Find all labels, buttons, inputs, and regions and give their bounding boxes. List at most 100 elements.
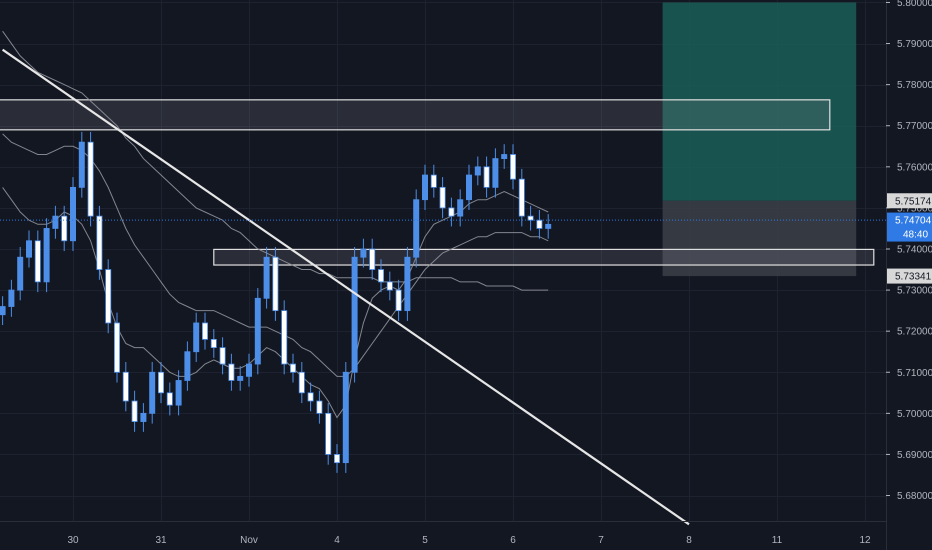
candle-body: [52, 215, 59, 229]
candle: [263, 246, 270, 309]
candle: [509, 144, 516, 190]
candle-body: [439, 186, 446, 209]
time-axis[interactable]: 30 31 Nov 4 5 6 7 8 11 12: [67, 535, 871, 546]
candle-body: [175, 380, 182, 406]
candle-body: [254, 297, 261, 365]
candle: [289, 353, 296, 383]
candle-body: [272, 256, 279, 312]
last-price-badge: 5.74704 48:40: [887, 212, 932, 242]
zones[interactable]: [0, 99, 875, 266]
candle: [34, 230, 41, 293]
candle: [377, 259, 384, 293]
candle: [430, 164, 437, 198]
candle-body: [351, 256, 358, 373]
candle: [114, 312, 121, 383]
candle: [395, 279, 402, 321]
candle-body: [369, 248, 376, 270]
countdown-text: 48:40: [903, 230, 928, 241]
entry-price-tag: 5.75174: [887, 193, 932, 209]
time-tick-label: 8: [686, 535, 692, 546]
candle: [87, 131, 94, 227]
long-position-tool[interactable]: [662, 2, 857, 277]
candle: [316, 390, 323, 424]
candle: [545, 214, 552, 239]
candle: [122, 361, 129, 412]
candle-body: [457, 199, 464, 217]
candle: [325, 403, 332, 465]
position-profit-zone[interactable]: [662, 2, 857, 201]
candle: [492, 148, 499, 198]
trendline[interactable]: [1, 48, 690, 526]
candle: [8, 279, 15, 317]
candle: [0, 296, 6, 326]
candle: [140, 403, 147, 432]
resistance-zone[interactable]: [0, 99, 831, 131]
price-tick-label: 5.72000: [897, 327, 932, 338]
candle-body: [184, 351, 191, 381]
candle: [281, 300, 288, 375]
candle-body: [219, 347, 226, 365]
candle-body: [0, 306, 6, 316]
candle: [307, 382, 314, 412]
trendline-group[interactable]: [1, 48, 690, 526]
candle: [421, 164, 428, 210]
price-tick-label: 5.73000: [897, 286, 932, 297]
candle-body: [527, 215, 534, 221]
last-price-box: [887, 212, 932, 242]
candle-body: [289, 363, 296, 373]
candle-body: [448, 207, 455, 217]
candle: [78, 131, 85, 198]
price-axis[interactable]: 5.68000 5.69000 5.70000 5.71000 5.72000 5.730…: [886, 0, 932, 502]
candle: [413, 189, 420, 268]
candle-body: [17, 256, 24, 291]
candle: [448, 197, 455, 227]
candle-body: [430, 174, 437, 188]
candle: [201, 312, 208, 350]
stop-price-tag: 5.73341: [887, 268, 932, 284]
candle-body: [61, 215, 68, 242]
candle: [61, 205, 68, 252]
time-tick-label: 7: [598, 535, 604, 546]
candle: [457, 189, 464, 227]
candle-body: [245, 363, 252, 377]
candle-body: [114, 322, 121, 373]
candle: [254, 288, 261, 375]
price-tags: 5.75174 5.73341 5.74704 48:40: [0, 193, 932, 284]
price-tick-label: 5.68000: [897, 491, 932, 502]
position-loss-zone[interactable]: [662, 200, 857, 277]
candle-body: [166, 392, 173, 406]
candle: [105, 259, 112, 334]
candle: [166, 382, 173, 416]
candle-body: [501, 154, 508, 160]
candle: [465, 164, 472, 210]
support-zone[interactable]: [213, 248, 875, 266]
price-tick-label: 5.76000: [897, 162, 932, 173]
candle-body: [316, 400, 323, 414]
candle-body: [342, 371, 349, 464]
candle: [193, 312, 200, 362]
candle: [17, 246, 24, 301]
candle: [25, 230, 32, 268]
candle-body: [307, 392, 314, 402]
candle-body: [298, 371, 305, 394]
candle: [149, 361, 156, 424]
candle-body: [545, 223, 552, 229]
candle: [245, 353, 252, 387]
price-tick-label: 5.69000: [897, 450, 932, 461]
candle: [351, 246, 358, 383]
candle-body: [518, 178, 525, 217]
time-tick-label: 12: [859, 535, 871, 546]
candle-body: [421, 174, 428, 201]
candle-body: [43, 228, 50, 283]
candle: [483, 156, 490, 198]
price-tick-label: 5.75000: [897, 203, 932, 214]
candle-body: [395, 289, 402, 312]
candle: [228, 353, 235, 391]
candle: [518, 168, 525, 227]
candle: [219, 337, 226, 375]
candle-body: [96, 215, 103, 270]
candle: [501, 144, 508, 169]
candle-body: [386, 281, 393, 291]
candle: [404, 246, 411, 321]
